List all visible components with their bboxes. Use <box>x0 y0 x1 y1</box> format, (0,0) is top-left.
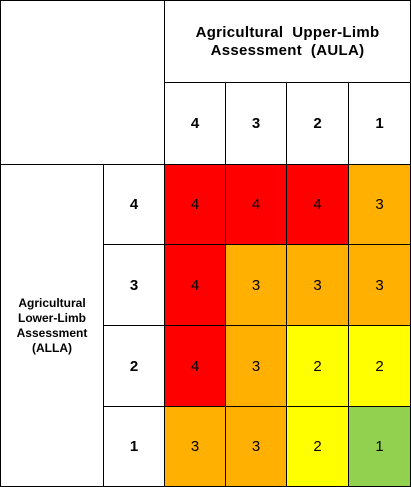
score-cell: 4 <box>164 164 226 245</box>
column-group-title-line-1: Agricultural Upper-Limb <box>195 23 380 41</box>
score-cell: 2 <box>286 325 349 407</box>
score-cell: 3 <box>348 244 411 326</box>
row-header-4: 4 <box>103 164 165 245</box>
score-cell: 4 <box>164 325 226 407</box>
score-cell: 1 <box>348 406 411 487</box>
score-cell: 3 <box>286 244 349 326</box>
column-group-title-line-2: Assessment (AULA) <box>210 41 365 59</box>
score-cell: 3 <box>348 164 411 245</box>
score-cell: 3 <box>225 406 287 487</box>
score-cell: 2 <box>286 406 349 487</box>
column-header-3: 3 <box>225 82 287 165</box>
row-group-title-line-3: Assessment <box>16 325 88 340</box>
column-header-1: 1 <box>348 82 411 165</box>
row-header-3: 3 <box>103 244 165 326</box>
score-cell: 3 <box>225 244 287 326</box>
row-group-title-line-4: (ALLA) <box>32 340 72 355</box>
row-group-title: Agricultural Lower-Limb Assessment (ALLA… <box>0 164 104 487</box>
row-group-title-line-2: Lower-Limb <box>18 310 86 325</box>
score-cell: 4 <box>286 164 349 245</box>
column-header-4: 4 <box>164 82 226 165</box>
row-header-1: 1 <box>103 406 165 487</box>
score-cell: 2 <box>348 325 411 407</box>
corner-cell <box>0 0 165 165</box>
score-cell: 3 <box>225 325 287 407</box>
score-cell: 4 <box>164 244 226 326</box>
column-group-title: Agricultural Upper-Limb Assessment (AULA… <box>164 0 411 83</box>
row-group-title-line-1: Agricultural <box>18 295 86 310</box>
column-header-2: 2 <box>286 82 349 165</box>
score-cell: 3 <box>164 406 226 487</box>
row-header-2: 2 <box>103 325 165 407</box>
score-cell: 4 <box>225 164 287 245</box>
